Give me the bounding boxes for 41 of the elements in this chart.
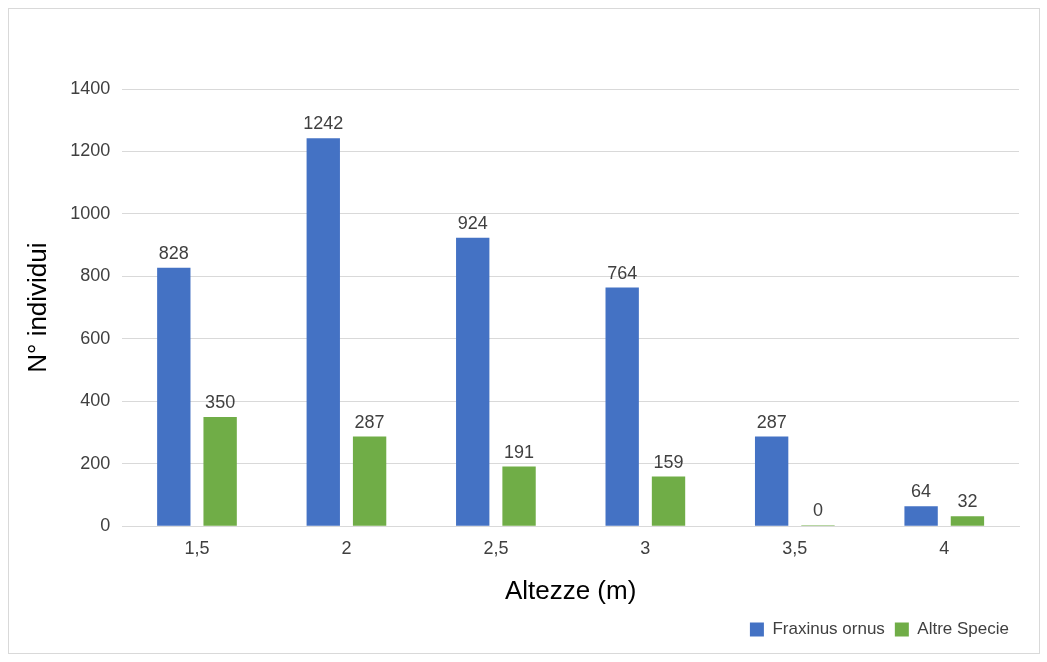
data-label: 350 [205,391,236,412]
data-label: 764 [607,262,638,283]
y-tick-label: 600 [80,327,111,348]
x-tick-label: 4 [939,537,950,558]
bar [950,516,985,526]
x-tick-label: 1,5 [184,537,210,558]
bar [605,287,639,526]
bar [157,267,191,526]
x-tick-label: 3 [640,537,651,558]
data-label: 159 [653,451,684,472]
bar [651,476,686,526]
y-tick-label: 0 [100,515,111,536]
data-label: 0 [812,500,823,521]
data-label: 191 [504,441,535,462]
x-tick-label: 3,5 [782,537,808,558]
bar [754,436,789,526]
bar [456,237,490,526]
data-label: 1242 [303,113,344,134]
bar [502,466,536,526]
data-label: 828 [158,242,189,263]
y-axis-title: N° individui [21,242,52,373]
bar [904,506,938,526]
y-tick-label: 1400 [70,77,111,98]
data-label: 924 [457,212,488,233]
bar [203,416,237,526]
y-tick-label: 1000 [70,202,111,223]
legend-label: Altre Specie [917,619,1010,639]
data-label: 287 [756,411,787,432]
x-tick-label: 2,5 [483,537,509,558]
y-tick-label: 200 [80,452,111,473]
x-axis-title: Altezze (m) [504,574,637,605]
data-label: 64 [911,481,932,502]
y-tick-label: 1200 [70,140,111,161]
bar [352,436,387,526]
legend-label: Fraxinus ornus [772,619,885,639]
y-tick-label: 800 [80,265,111,286]
data-label: 287 [354,411,385,432]
bar [306,138,340,526]
y-tick-label: 400 [80,390,111,411]
data-label: 32 [957,491,978,512]
x-tick-label: 2 [341,537,352,558]
